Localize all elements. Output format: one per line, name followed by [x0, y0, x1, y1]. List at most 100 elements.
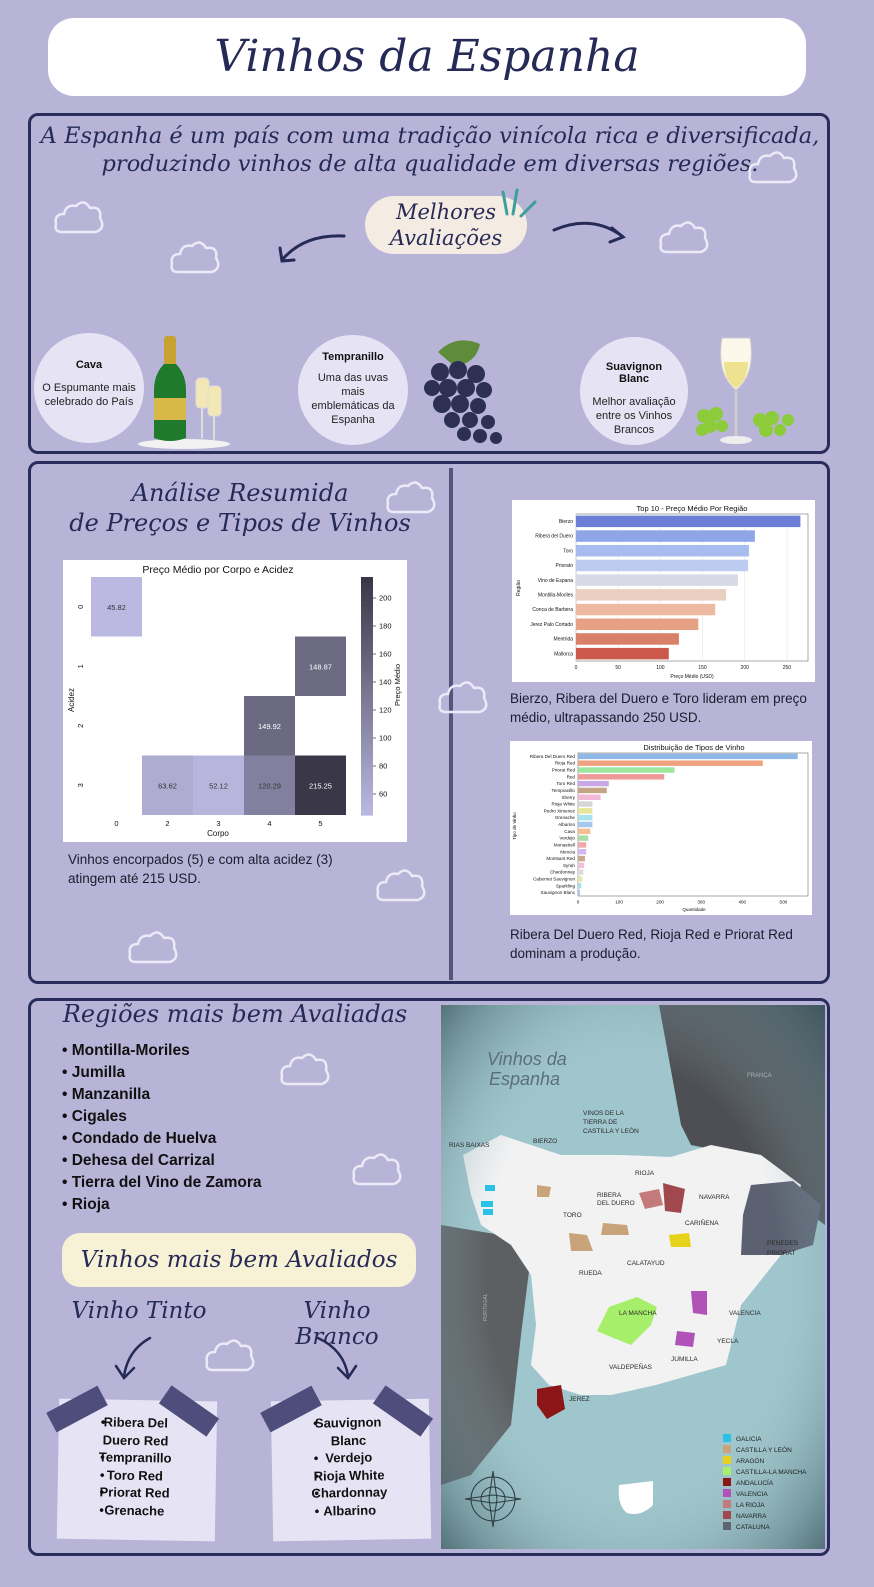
legend-label: ARAGÓN [736, 1456, 764, 1465]
region-item: Dehesa del Carrizal [62, 1150, 262, 1172]
xtick-label: 250 [783, 665, 792, 671]
wine-item-label: Grenache [104, 1501, 165, 1518]
heatmap-cell [193, 755, 244, 815]
heatmap-cell-label: 215.25 [309, 781, 332, 790]
bullet: • [314, 1485, 320, 1501]
bar [578, 774, 665, 780]
types-caption: Ribera Del Duero Red, Rioja Red e Priora… [510, 927, 793, 961]
map-label-valdepenas: VALDEPEÑAS [609, 1362, 653, 1371]
colorbar-segment [361, 648, 373, 655]
bar [578, 814, 593, 821]
xtick-label: 500 [780, 900, 788, 905]
bar [576, 633, 679, 645]
best-ratings-badge: Melhores Avaliações [365, 196, 527, 254]
map-label-bierzo: BIERZO [533, 1138, 557, 1145]
types-svg: Distribuição de Tipos de Vinho Quantidad… [512, 743, 809, 912]
wine-item-label: Priorat Red [99, 1484, 170, 1501]
map-label-calatayud: CALATAYUD [627, 1260, 665, 1267]
heatmap-xtick: 3 [216, 819, 220, 828]
regions-heading: Regiões mais bem Avaliadas [62, 1000, 408, 1028]
bullet: • [313, 1415, 318, 1431]
colorbar-tick-label: 200 [379, 594, 392, 603]
map-label-jerez: JEREZ [569, 1396, 590, 1403]
arrow-left-icon [278, 234, 346, 263]
colorbar-tick-label: 160 [379, 650, 392, 659]
xtick-label: 300 [697, 900, 705, 905]
heatmap-svg: Preço Médio por Corpo e Acidez Corpo Aci… [67, 564, 402, 838]
white-wine-list: • Sauvignon Blanc • Verdejo • Rioja White • Cha… [311, 1413, 421, 1520]
ytick-label: Sparkling [556, 883, 576, 888]
map-label-jumilla: JUMILLA [671, 1356, 698, 1363]
bullet: • [313, 1450, 319, 1466]
heatmap-cell [244, 755, 295, 815]
title-banner: Vinhos da Espanha [48, 18, 806, 96]
bar [576, 647, 669, 660]
region-item: Rioja [62, 1194, 262, 1216]
ytick-label: Ribera del Duero [535, 534, 573, 540]
colorbar-segment [361, 803, 373, 810]
red-wine-list: • Ribera Del Duero Red • Tempranillo • Toro R… [99, 1413, 207, 1520]
heatmap-xtick: 0 [114, 819, 118, 828]
ytick-label: Sherry [561, 795, 575, 800]
colorbar-tick-label: 100 [379, 734, 392, 743]
white-wine-heading: Vinho Branco [295, 1298, 379, 1350]
heatmap-title: Preço Médio por Corpo e Acidez [142, 564, 293, 576]
legend-swatch [723, 1467, 731, 1475]
colorbar-segment [361, 791, 373, 798]
ytick-label: Ribera Del Duero Red [530, 754, 576, 759]
legend-label: CASTILLA-LA MANCHA [736, 1469, 807, 1476]
intro-panel [28, 113, 830, 454]
page-title: Vinhos da Espanha [214, 31, 640, 82]
sauvignon-desc: Melhor avaliação entre os Vinhos Brancos [592, 396, 676, 436]
xtick-label: 200 [741, 665, 750, 671]
colorbar-segment [361, 731, 373, 739]
bar [578, 801, 593, 807]
bar [578, 883, 582, 889]
heatmap-xtick: 2 [165, 819, 169, 828]
xtick-label: 100 [656, 665, 665, 671]
legend-swatch [723, 1500, 731, 1508]
ytick-label: Grenache [555, 815, 576, 820]
map-label-carinena: CARIÑENA [685, 1218, 719, 1227]
colorbar-segment [361, 725, 373, 733]
bar [578, 767, 675, 773]
regions-list: Montilla-MorilesJumillaManzanillaCigales… [62, 1040, 262, 1216]
colorbar-tick-label: 80 [379, 762, 387, 771]
bar [578, 869, 584, 875]
xtick-label: 50 [615, 665, 621, 671]
heatmap-cell-label: 52.12 [209, 781, 228, 790]
cloud-icon [54, 201, 104, 234]
legend-label: LA RIOJA [736, 1502, 765, 1509]
colorbar-segment [361, 755, 373, 763]
cloud-icon [438, 681, 488, 714]
cloud-icon [659, 221, 709, 254]
ytick-label: Vino de Espana [538, 578, 573, 584]
colorbar-segment [361, 630, 373, 638]
colorbar-segment [361, 743, 373, 751]
wine-item-label: Tempranillo [98, 1449, 172, 1466]
colorbar-segment [361, 707, 373, 715]
bar [578, 760, 763, 766]
arrow-right-icon [552, 221, 626, 244]
ytick-label: Montsant Red [546, 856, 575, 861]
bar [578, 753, 798, 760]
map-portugal-label: PORTUGAL [483, 1293, 489, 1321]
colorbar-segment [361, 701, 373, 709]
xtick-label: 150 [698, 665, 707, 671]
legend-swatch [723, 1456, 731, 1464]
red-wine-heading: Vinho Tinto [71, 1298, 207, 1324]
heatmap-cell-label: 120.29 [258, 781, 281, 790]
colorbar-segment [361, 612, 373, 620]
map-label-navarra: NAVARRA [699, 1194, 730, 1201]
colorbar-segment [361, 582, 373, 590]
heatmap-ytick: 3 [76, 783, 85, 787]
bullet: • [314, 1503, 320, 1519]
map-label-ribera2: DEL DUERO [597, 1200, 635, 1207]
badge-line2: Avaliações [389, 226, 503, 250]
wine-item: • Albarino [279, 1500, 421, 1520]
map-label-rias: RIAS BAIXAS [449, 1142, 490, 1149]
intro-text: A Espanha é um país com uma tradição vin… [40, 122, 820, 178]
colorbar-segment [361, 684, 373, 691]
colorbar-segment [361, 660, 373, 667]
cloud-icon [376, 869, 426, 902]
